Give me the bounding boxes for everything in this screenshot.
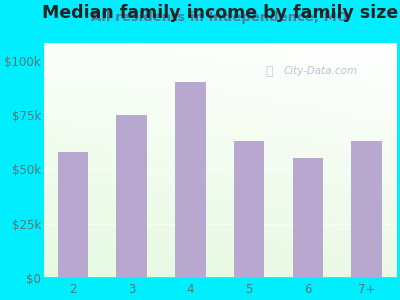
Title: Median family income by family size: Median family income by family size — [42, 4, 398, 22]
Bar — [234, 141, 264, 278]
Text: City-Data.com: City-Data.com — [283, 66, 357, 76]
Bar — [292, 158, 323, 278]
Text: All residents in Independence, MO: All residents in Independence, MO — [91, 11, 348, 24]
Bar — [58, 152, 88, 278]
Bar — [175, 82, 206, 278]
Bar — [116, 115, 147, 278]
Text: ⓘ: ⓘ — [266, 65, 273, 78]
Bar — [351, 141, 382, 278]
